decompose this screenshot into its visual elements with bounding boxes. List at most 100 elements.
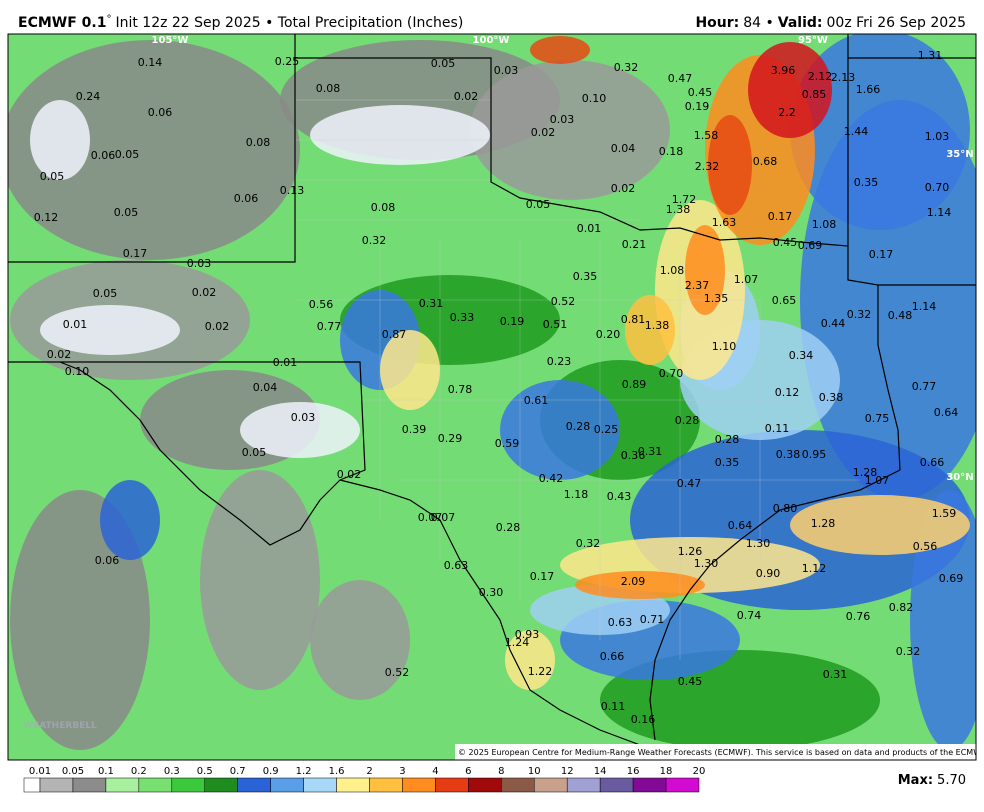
value-label: 0.45 [773, 236, 798, 249]
value-label: 1.10 [712, 340, 737, 353]
value-label: 2.13 [831, 71, 856, 84]
value-label: 0.35 [715, 456, 740, 469]
value-label: 0.71 [640, 613, 665, 626]
colorbar-swatch [237, 777, 271, 793]
colorbar-label: 12 [561, 766, 574, 777]
precip-area [530, 36, 590, 64]
value-label: 1.24 [505, 636, 530, 649]
value-label: 0.06 [95, 554, 120, 567]
value-label: 0.05 [40, 170, 65, 183]
value-label: 1.07 [734, 273, 759, 286]
value-label: 3.96 [771, 64, 796, 77]
value-label: 0.35 [573, 270, 598, 283]
header-left: ECMWF 0.1° Init 12z 22 Sep 2025 • Total P… [18, 14, 463, 31]
value-label: 0.03 [187, 257, 212, 270]
value-label: 0.64 [728, 519, 753, 532]
value-label: 0.04 [253, 381, 278, 394]
value-label: 0.28 [496, 521, 521, 534]
colorbar-swatch [171, 777, 206, 793]
value-label: 0.87 [382, 328, 407, 341]
borders [8, 34, 976, 760]
state-border [8, 361, 366, 546]
value-label: 0.36 [621, 449, 646, 462]
graticule-label: 30°N [946, 472, 973, 483]
value-label: 0.05 [114, 206, 139, 219]
value-label: 0.31 [638, 445, 663, 458]
value-label: 1.72 [672, 193, 697, 206]
value-label: 0.89 [622, 378, 647, 391]
colorbar-label: 16 [627, 766, 640, 777]
value-label: 0.66 [920, 456, 945, 469]
value-label: 0.05 [115, 148, 140, 161]
value-label: 0.63 [608, 616, 633, 629]
value-label: 0.17 [123, 247, 148, 260]
value-label: 0.05 [93, 287, 118, 300]
value-label: 1.66 [856, 83, 881, 96]
precip-area [40, 305, 180, 355]
colorbar-swatch [468, 777, 502, 793]
precip-area [708, 115, 752, 215]
colorbar-swatch [632, 777, 667, 793]
value-label: 0.02 [454, 90, 479, 103]
value-label: 0.65 [772, 294, 797, 307]
graticule-label: 100°W [473, 35, 510, 46]
colorbar-swatch [105, 777, 140, 793]
value-label: 0.12 [34, 211, 59, 224]
state-border [847, 34, 976, 286]
value-label: 0.10 [582, 92, 607, 105]
value-label: 0.59 [495, 437, 520, 450]
value-label: 1.08 [812, 218, 837, 231]
precip-area [575, 571, 705, 599]
value-label: 0.90 [756, 567, 781, 580]
precip-area [240, 402, 360, 458]
value-label: 0.06 [234, 192, 259, 205]
value-label: 0.24 [76, 90, 101, 103]
county-grid [295, 99, 860, 660]
value-label: 1.14 [927, 206, 952, 219]
value-label: 1.31 [918, 49, 943, 62]
init: Init 12z 22 Sep 2025 • Total Precipitati… [115, 15, 463, 31]
value-label: 0.02 [531, 126, 556, 139]
coastline [649, 469, 901, 741]
colorbar-label: 0.01 [29, 766, 51, 777]
value-label: 2.12 [808, 70, 833, 83]
value-label: 0.45 [688, 86, 713, 99]
precip-area [100, 480, 160, 560]
value-label: 0.68 [753, 155, 778, 168]
value-label: 1.38 [666, 203, 691, 216]
colorbar-swatch [599, 777, 634, 793]
header-right: Hour: 84 • Valid: 00z Fri 26 Sep 2025 [695, 15, 966, 31]
value-label: 0.35 [854, 176, 879, 189]
value-label: 0.82 [889, 601, 914, 614]
colorbar-swatch [72, 777, 107, 793]
precip-area [500, 380, 620, 480]
value-label: 0.66 [600, 650, 625, 663]
value-label: 0.29 [438, 432, 463, 445]
value-label: 0.01 [63, 318, 88, 331]
value-label: 0.02 [205, 320, 230, 333]
value-label: 0.28 [715, 433, 740, 446]
model: ECMWF 0.1 [18, 15, 106, 31]
value-label: 0.08 [371, 201, 396, 214]
value-label: 0.12 [775, 386, 800, 399]
value-label: 0.03 [550, 113, 575, 126]
logo: WEATHERBELL [23, 721, 97, 731]
colorbar-label: 2 [366, 766, 372, 777]
value-label: 0.01 [273, 356, 298, 369]
value-label: 0.17 [530, 570, 555, 583]
copyright: © 2025 European Centre for Medium-Range … [458, 748, 984, 757]
value-label: 0.05 [431, 57, 456, 70]
state-border [8, 34, 901, 471]
value-label: 0.93 [515, 628, 540, 641]
precip-area [10, 490, 150, 750]
value-label: 0.44 [821, 317, 846, 330]
precip-area [685, 225, 725, 315]
value-label: 0.11 [765, 422, 790, 435]
precip-area [625, 295, 675, 365]
value-label: 0.32 [576, 537, 601, 550]
precip-area [380, 330, 440, 410]
colorbar-swatch [204, 777, 238, 793]
precip-area [310, 105, 490, 165]
colorbar-swatch [534, 777, 568, 793]
